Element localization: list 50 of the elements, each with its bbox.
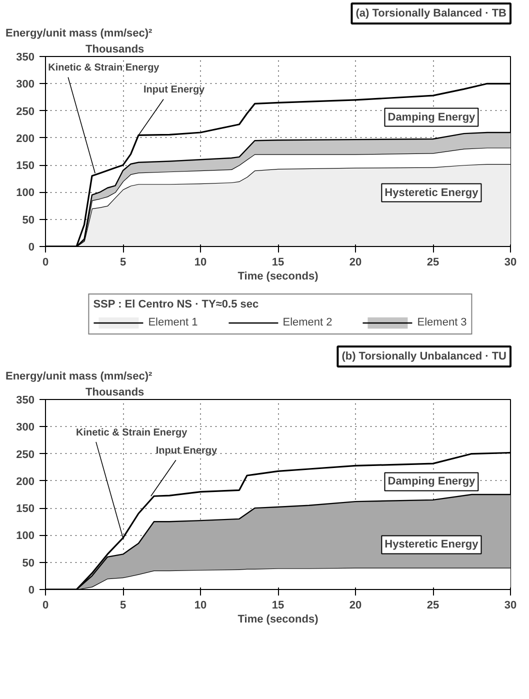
- x-tick-label: 0: [42, 600, 49, 612]
- x-tick-label: 5: [120, 256, 126, 268]
- x-tick-label: 0: [42, 256, 49, 268]
- y-tick-label: 100: [16, 187, 35, 200]
- y-tick-label: 100: [16, 530, 35, 542]
- y-tick-label: 50: [22, 557, 35, 570]
- y-tick-label: 250: [16, 106, 35, 118]
- legend-label: Element 2: [282, 316, 332, 328]
- y-tick-label: 150: [16, 160, 35, 172]
- x-tick-label: 30: [504, 256, 517, 268]
- x-tick-label: 20: [349, 600, 362, 612]
- x-tick-label: 15: [272, 600, 284, 612]
- legend-label: Element 1: [148, 316, 198, 328]
- x-tick-label: 25: [426, 256, 440, 268]
- x-tick-label: 10: [194, 256, 207, 268]
- y-tick-label: 350: [16, 394, 35, 406]
- y-tick-label: 200: [16, 476, 35, 488]
- x-tick-label: 10: [194, 600, 207, 612]
- y-tick-label: 300: [16, 78, 35, 91]
- y-tick-label: 350: [16, 52, 35, 64]
- y-tick-label: 50: [22, 214, 35, 226]
- y-tick-label: 150: [16, 503, 35, 516]
- y-tick-label: 300: [16, 422, 35, 434]
- annotation: Input Energy: [144, 84, 206, 96]
- annotation: Hysteretic Energy: [384, 538, 480, 551]
- x-tick-label: 5: [120, 600, 126, 612]
- y-tick-label: 0: [28, 242, 35, 254]
- y-axis-title: Energy/unit mass (mm/sec)²: [6, 28, 153, 40]
- chart-subtitle: Thousands: [86, 44, 144, 56]
- y-axis-title: Energy/unit mass (mm/sec)²: [6, 370, 153, 382]
- chart-title: (a) Torsionally Balanced · TB: [356, 8, 507, 20]
- legend-title: SSP : El Centro NS · TY≈0.5 sec: [93, 298, 260, 310]
- annotation: Kinetic & Strain Energy: [76, 427, 188, 438]
- x-tick-label: 15: [272, 256, 284, 268]
- annotation: Input Energy: [156, 446, 218, 457]
- annotation: Damping Energy: [388, 476, 476, 488]
- y-tick-label: 250: [16, 448, 35, 461]
- y-tick-label: 200: [16, 132, 35, 145]
- x-axis-title: Time (seconds): [238, 614, 319, 626]
- chart-title: (b) Torsionally Unbalanced · TU: [342, 350, 507, 362]
- y-tick-label: 0: [28, 584, 35, 596]
- annotation: Kinetic & Strain Energy: [48, 62, 160, 74]
- chart-subtitle: Thousands: [86, 386, 144, 398]
- x-tick-label: 25: [426, 600, 440, 612]
- x-tick-label: 30: [504, 600, 517, 612]
- annotation: Damping Energy: [388, 111, 476, 124]
- annotation: Hysteretic Energy: [384, 186, 480, 199]
- legend-label: Element 3: [417, 316, 467, 328]
- x-axis-title: Time (seconds): [238, 270, 319, 282]
- x-tick-label: 20: [349, 256, 362, 268]
